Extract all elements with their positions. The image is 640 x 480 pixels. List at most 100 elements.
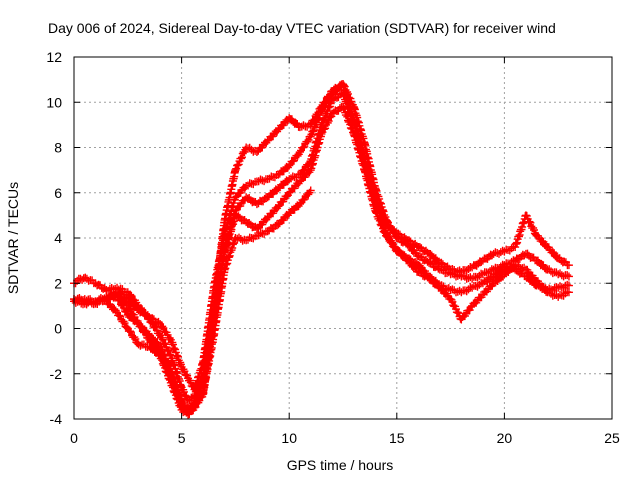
- data-point: [134, 340, 143, 349]
- data-point: [521, 211, 530, 220]
- data-point: [457, 315, 466, 324]
- data-point: [446, 295, 455, 304]
- x-tick-label: 10: [281, 430, 297, 446]
- data-point: [113, 283, 122, 292]
- data-point: [339, 80, 347, 89]
- y-tick-label: 4: [54, 230, 62, 246]
- data-point: [532, 256, 541, 265]
- data-point: [403, 256, 412, 265]
- data-point: [242, 181, 251, 190]
- data-point: [564, 261, 573, 270]
- y-tick-label: 8: [54, 140, 62, 156]
- data-point: [360, 166, 369, 175]
- data-point: [252, 177, 261, 186]
- data-point: [554, 270, 563, 279]
- y-axis-label: SDTVAR / TECUs: [5, 182, 21, 294]
- data-point: [134, 301, 143, 310]
- data-point: [184, 396, 193, 405]
- data-point: [564, 272, 573, 281]
- data-point: [554, 292, 563, 301]
- marker-trail: [103, 102, 572, 419]
- data-point: [166, 335, 175, 344]
- data-point: [263, 193, 272, 202]
- data-point: [145, 335, 154, 344]
- data-point: [543, 288, 552, 297]
- data-point: [220, 247, 229, 256]
- data-point: [102, 286, 111, 295]
- data-point: [425, 258, 434, 267]
- data-point: [489, 272, 498, 281]
- data-point: [414, 243, 423, 252]
- data-point: [231, 211, 240, 220]
- data-point: [489, 279, 498, 288]
- data-point: [414, 267, 423, 276]
- data-point: [414, 252, 423, 261]
- data-point: [435, 265, 444, 274]
- data-point: [328, 109, 337, 118]
- data-point: [184, 374, 193, 383]
- data-point: [123, 301, 132, 310]
- data-point: [190, 403, 199, 412]
- data-point: [295, 148, 304, 157]
- data-point: [184, 410, 193, 419]
- x-tick-label: 15: [389, 430, 405, 446]
- y-tick-label: 10: [46, 94, 62, 110]
- x-tick-label: 20: [497, 430, 513, 446]
- data-point: [263, 136, 272, 145]
- data-point: [134, 319, 143, 328]
- data-point: [468, 274, 477, 283]
- y-tick-label: 12: [46, 49, 62, 65]
- data-point: [295, 177, 304, 186]
- data-point: [489, 265, 498, 274]
- data-point: [468, 263, 477, 272]
- data-point: [274, 202, 283, 211]
- data-point: [285, 114, 294, 123]
- data-point: [274, 125, 283, 134]
- y-tick-label: -4: [50, 411, 63, 427]
- chart-title: Day 006 of 2024, Sidereal Day-to-day VTE…: [48, 20, 556, 36]
- data-point: [564, 288, 573, 297]
- data-point: [252, 200, 261, 209]
- data-point: [285, 209, 294, 218]
- data-point: [242, 143, 251, 152]
- data-point: [252, 148, 261, 157]
- data-point: [156, 331, 165, 340]
- data-point: [317, 102, 326, 111]
- data-point: [306, 132, 315, 141]
- data-point: [489, 249, 498, 258]
- data-point: [190, 392, 199, 401]
- data-point: [242, 236, 251, 245]
- x-tick-label: 5: [178, 430, 186, 446]
- data-point: [177, 405, 186, 414]
- data-point: [91, 299, 100, 308]
- data-point: [242, 193, 251, 202]
- data-point: [339, 102, 347, 111]
- data-point: [382, 231, 391, 240]
- data-point: [392, 245, 401, 254]
- data-point: [392, 229, 401, 238]
- x-axis-label: GPS time / hours: [287, 457, 394, 473]
- data-point: [306, 186, 315, 195]
- data-point: [328, 86, 337, 95]
- data-point: [231, 166, 240, 175]
- data-point: [242, 218, 251, 227]
- data-point: [543, 265, 552, 274]
- y-tick-label: -2: [50, 366, 63, 382]
- data-points: [70, 80, 573, 419]
- series-trace-5: [102, 102, 573, 419]
- data-point: [478, 290, 487, 299]
- data-point: [145, 342, 154, 351]
- data-point: [252, 231, 261, 240]
- data-point: [425, 274, 434, 283]
- data-point: [123, 324, 132, 333]
- data-point: [435, 283, 444, 292]
- data-point: [457, 267, 466, 276]
- data-point: [199, 390, 208, 399]
- data-point: [521, 265, 530, 274]
- data-point: [220, 215, 229, 224]
- data-point: [166, 378, 175, 387]
- axis-ticks: 0 5 10 15 20 25 -4 -2 0 2 4 6 8 10 12: [46, 49, 620, 446]
- data-point: [82, 274, 91, 283]
- data-point: [274, 184, 283, 193]
